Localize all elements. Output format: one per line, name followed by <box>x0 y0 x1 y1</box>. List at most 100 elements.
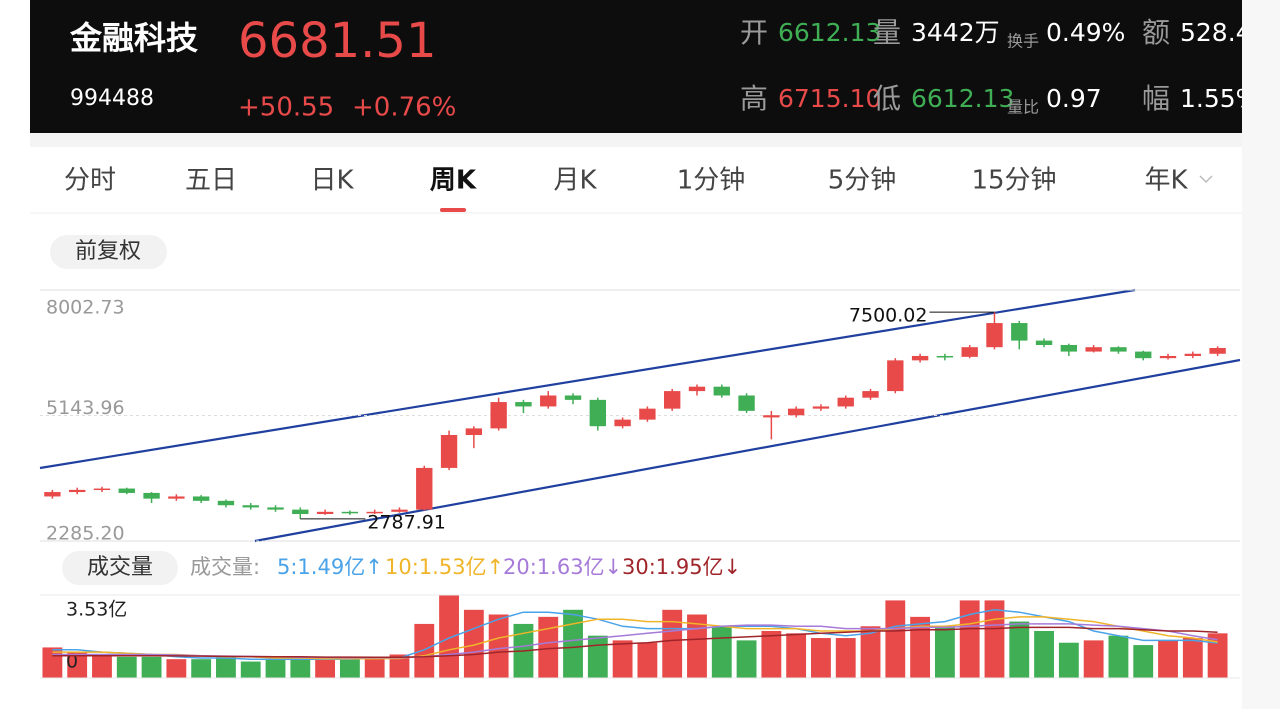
max-annotation: 7500.02 <box>849 305 928 327</box>
volume-bar <box>984 600 1005 678</box>
volume-bar <box>389 654 410 678</box>
stat-label: 幅 <box>1142 82 1170 115</box>
volume-bar <box>364 656 385 678</box>
candle-body <box>639 408 656 420</box>
candle-body <box>1035 340 1053 345</box>
candle-body <box>763 415 780 418</box>
stat-value: 1.55% <box>1180 84 1259 113</box>
candle-body <box>1060 344 1078 352</box>
volume-button[interactable] <box>62 551 178 585</box>
y-tick-label: 5143.96 <box>46 397 125 419</box>
candle-body <box>564 395 582 400</box>
volume-bar <box>1207 633 1228 678</box>
candle-body <box>515 402 532 407</box>
change: +50.55 <box>238 93 334 123</box>
volume-bar <box>538 616 559 678</box>
volume-bar <box>612 640 633 678</box>
candle-body <box>787 408 805 416</box>
tab[interactable]: 1分钟 <box>677 166 746 196</box>
candle-body <box>192 496 210 501</box>
tab[interactable]: 5分钟 <box>828 166 897 196</box>
volume-bar <box>463 609 484 678</box>
volume-bar <box>315 656 336 678</box>
candle-body <box>93 488 111 491</box>
candle-body <box>341 511 359 514</box>
candle-body <box>440 434 458 468</box>
candle-body <box>862 391 879 398</box>
price: 6681.51 <box>238 13 437 69</box>
candle-body <box>118 488 135 493</box>
volume-legend-entry: 10:1.53亿↑ <box>385 555 504 579</box>
volume-bar <box>835 638 856 678</box>
candle-body <box>490 402 507 429</box>
candle-body <box>416 467 433 510</box>
channel-upper <box>39 288 1136 470</box>
y-tick-label: 8002.73 <box>46 297 125 319</box>
stat-label: 额 <box>1142 16 1170 49</box>
candle-body <box>391 509 408 512</box>
candle-body <box>168 496 185 499</box>
volume-legend-entry: 30:1.95亿↓ <box>622 555 741 579</box>
candle-body <box>1184 353 1201 356</box>
volume-bar <box>1182 638 1203 678</box>
candle-body <box>812 406 830 409</box>
volume-tick-label: 3.53亿 <box>66 599 127 621</box>
stat-label: 量比 <box>1007 98 1039 117</box>
tab[interactable]: 周K <box>430 166 477 196</box>
tab[interactable]: 年K <box>1144 166 1188 196</box>
volume-bar <box>439 595 459 678</box>
volume-bar <box>761 630 782 678</box>
candle-body <box>688 386 706 392</box>
stock-code: 994488 <box>70 86 154 111</box>
stat-label: 换手 <box>1007 32 1039 51</box>
candle-body <box>69 489 86 493</box>
volume-bar <box>1034 630 1054 678</box>
stat-value: 6715.10 <box>778 84 881 113</box>
candle-body <box>589 399 606 427</box>
stat-label: 开 <box>740 16 768 49</box>
volume-bar <box>786 633 807 678</box>
candle-body <box>366 511 383 514</box>
stat-value: 0.97 <box>1046 84 1102 113</box>
tab-indicator <box>440 208 466 212</box>
channel-lower <box>254 358 1241 543</box>
year-chevron[interactable] <box>1199 175 1213 184</box>
candle-body <box>316 511 334 515</box>
volume-button-label[interactable]: 成交量 <box>87 555 153 580</box>
volume-bar <box>141 656 162 678</box>
volume-legend-entry: 5:1.49亿↑ <box>277 555 383 579</box>
volume-legend-label: 成交量: <box>190 555 260 579</box>
header-group: 金融科技 994488 6681.51 +50.55 +0.76% 开 6612.… <box>69 13 1259 123</box>
adjust-button[interactable] <box>50 235 167 269</box>
tab[interactable]: 15分钟 <box>971 166 1056 196</box>
header-gap <box>30 133 1242 147</box>
volume-ma-line <box>52 626 1218 659</box>
candle-body <box>1085 347 1102 352</box>
tab[interactable]: 五日 <box>185 166 237 196</box>
tab[interactable]: 分时 <box>64 166 116 196</box>
stat-label: 量 <box>873 16 901 49</box>
candle-body <box>664 391 681 409</box>
candle-body <box>961 347 978 357</box>
adjust-label[interactable]: 前复权 <box>75 239 141 264</box>
candle-body <box>1159 355 1177 359</box>
tab[interactable]: 日K <box>310 166 354 196</box>
volume-bar <box>910 616 931 678</box>
candle-body <box>936 355 954 358</box>
volume-bar <box>92 654 112 678</box>
volume-bar <box>736 640 757 678</box>
volume-bar <box>240 661 261 678</box>
stat-label: 高 <box>740 82 768 115</box>
volume-ma-line <box>52 609 1218 660</box>
tab[interactable]: 月K <box>553 166 597 196</box>
stat-value: 6612.13 <box>911 84 1014 113</box>
volume-bar <box>1009 621 1030 678</box>
right-edge <box>1242 0 1280 709</box>
volume-bar <box>116 656 137 678</box>
volume-bar <box>662 609 683 678</box>
candle-body <box>143 492 160 499</box>
volume-bar <box>959 600 980 678</box>
stock-name: 金融科技 <box>69 19 198 57</box>
